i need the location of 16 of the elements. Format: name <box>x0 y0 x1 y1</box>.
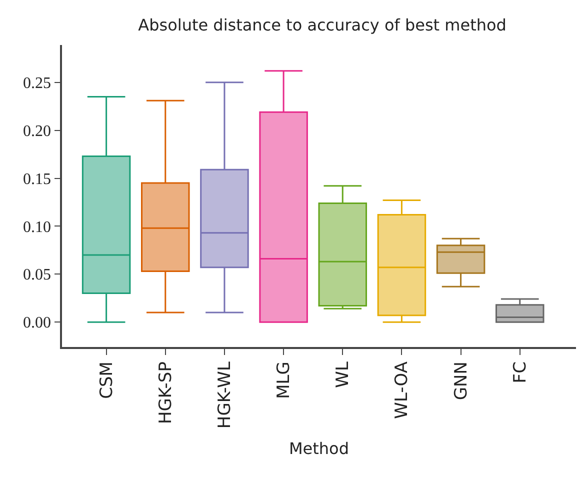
y-tick-label: 0.20 <box>23 122 52 140</box>
y-tick-label: 0.15 <box>23 170 52 188</box>
x-tick-label: HGK-WL <box>214 361 235 429</box>
x-tick-label: FC <box>510 362 530 384</box>
y-tick-label: 0.00 <box>23 314 52 332</box>
x-tick-label: WL-OA <box>392 361 412 419</box>
y-tick-label: 0.05 <box>23 266 52 284</box>
y-tick-label: 0.25 <box>23 74 52 92</box>
x-tick-label: HGK-SP <box>156 362 176 424</box>
x-tick-label: CSM <box>96 362 117 399</box>
x-axis-title: Method <box>288 438 350 458</box>
y-tick-label: 0.10 <box>23 218 52 236</box>
x-tick-label: WL <box>333 361 354 388</box>
x-tick-label: GNN <box>451 362 472 400</box>
x-tick-label: MLG <box>274 362 294 399</box>
chart-title: Absolute distance to accuracy of best method <box>138 15 506 34</box>
